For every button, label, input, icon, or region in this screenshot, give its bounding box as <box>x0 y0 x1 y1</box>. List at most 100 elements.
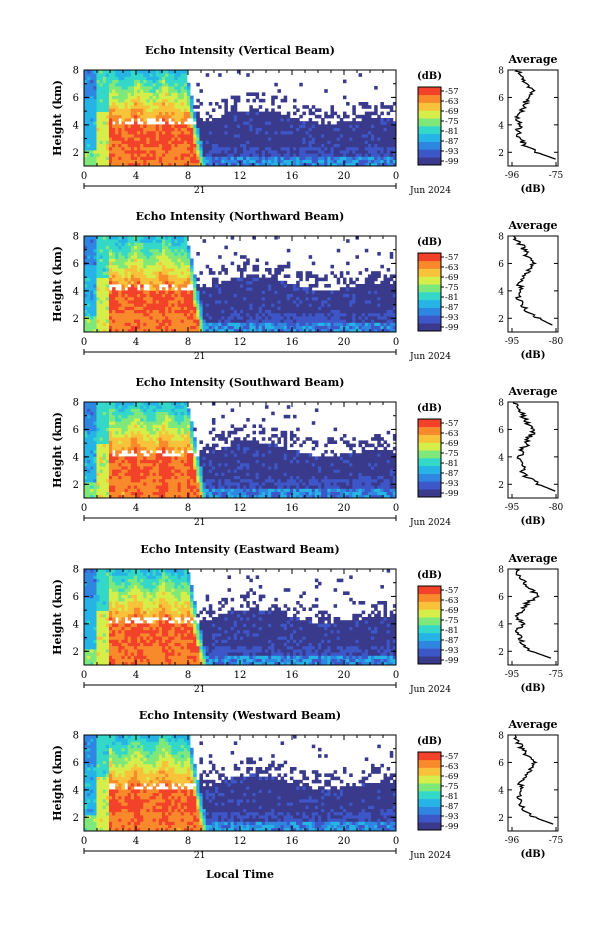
average-profile: Average 2 4 6 8 -95 -75(dB) <box>498 552 563 694</box>
profile-x-tick-label: -95 <box>505 503 520 513</box>
colorbar-tick-label: -87 <box>445 137 459 147</box>
y-tick-label: 8 <box>73 66 79 77</box>
day-label: 21 <box>194 851 205 861</box>
profile-y-tick-label: 4 <box>498 786 504 796</box>
colorbar-tick-label: -69 <box>445 273 459 283</box>
y-tick-label: 8 <box>73 398 79 409</box>
y-tick-label: 6 <box>73 93 79 104</box>
profile-x-label: (dB) <box>521 683 546 694</box>
profile-y-tick-label: 6 <box>498 94 504 104</box>
profile-frame <box>507 734 559 832</box>
x-tick-label: 0 <box>81 337 87 348</box>
x-tick-label: 0 <box>393 337 399 348</box>
colorbar-tick-label: -75 <box>445 782 459 792</box>
profile-x-label: (dB) <box>521 350 546 361</box>
profile-x-label: (dB) <box>521 516 546 527</box>
x-tick-label: 4 <box>133 836 139 847</box>
colorbar-tick-label: -57 <box>445 752 459 762</box>
profile-x-tick-label: -80 <box>549 503 564 513</box>
profile-frame <box>507 568 559 666</box>
x-tick-label: 0 <box>81 503 87 514</box>
x-tick-label: 12 <box>234 503 247 514</box>
profile-frame <box>507 235 559 333</box>
y-axis-label: Height (km) <box>51 579 64 655</box>
profile-line <box>513 734 554 825</box>
colorbar-tick-label: -87 <box>445 636 459 646</box>
profile-y-tick-label: 4 <box>498 287 504 297</box>
colorbar-tick-label: -99 <box>445 157 459 167</box>
y-axis-label: Height (km) <box>51 80 64 156</box>
day-label: 21 <box>194 685 205 695</box>
colorbar: -57-63-69-75-81-87-93-99 <box>417 751 459 832</box>
colorbar-tick-label: -69 <box>445 606 459 616</box>
x-tick-label: 4 <box>133 171 139 182</box>
profile-title: Average <box>507 53 557 66</box>
colorbar-tick-label: -63 <box>445 762 459 772</box>
x-tick-label: 0 <box>393 171 399 182</box>
profile-title: Average <box>507 219 557 232</box>
x-tick-label: 4 <box>133 670 139 681</box>
colorbar-tick-label: -87 <box>445 802 459 812</box>
average-profile: Average 2 4 6 8 -96 -75(dB) <box>498 53 563 195</box>
profile-y-tick-label: 4 <box>498 121 504 131</box>
profile-y-tick-label: 8 <box>498 399 504 409</box>
colorbar-tick-label: -63 <box>445 263 459 273</box>
x-tick-label: 20 <box>338 503 351 514</box>
x-tick-label: 20 <box>338 337 351 348</box>
panel-4: Echo Intensity (Westward Beam) 0 4 8 12 16 20 0… <box>51 709 564 861</box>
date-label: Jun 2024 <box>409 851 451 861</box>
panel-title: Echo Intensity (Eastward Beam) <box>140 543 339 556</box>
heatmap-cells <box>84 735 396 831</box>
heatmap-cells <box>84 70 396 166</box>
colorbar-tick-label: -63 <box>445 429 459 439</box>
profile-frame <box>507 401 559 499</box>
colorbar-tick-label: -81 <box>445 127 459 137</box>
x-tick-label: 4 <box>133 337 139 348</box>
x-tick-label: 16 <box>286 503 299 514</box>
y-tick-label: 8 <box>73 731 79 742</box>
date-label: Jun 2024 <box>409 518 451 528</box>
profile-y-tick-label: 2 <box>498 481 504 491</box>
profile-y-tick-label: 8 <box>498 732 504 742</box>
x-tick-label: 20 <box>338 836 351 847</box>
y-axis-label: Height (km) <box>51 745 64 821</box>
average-profile: Average 2 4 6 8 -96 -75(dB) <box>498 718 563 860</box>
colorbar-tick-label: -69 <box>445 772 459 782</box>
colorbar-tick-label: -87 <box>445 469 459 479</box>
colorbar-tick-label: -57 <box>445 253 459 263</box>
y-tick-label: 2 <box>73 480 79 491</box>
profile-x-tick-label: -80 <box>549 337 564 347</box>
y-tick-label: 4 <box>73 785 79 796</box>
colorbar-label: (dB) <box>417 71 442 82</box>
profile-x-tick-label: -75 <box>549 670 564 680</box>
profile-x-tick-label: -75 <box>549 171 564 181</box>
colorbar-tick-label: -81 <box>445 626 459 636</box>
profile-x-label: (dB) <box>521 184 546 195</box>
heatmap-cells <box>84 402 396 498</box>
y-tick-label: 4 <box>73 286 79 297</box>
profile-y-tick-label: 6 <box>498 759 504 769</box>
profile-title: Average <box>507 385 557 398</box>
x-tick-label: 8 <box>185 171 191 182</box>
x-tick-label: 0 <box>81 670 87 681</box>
panel-title: Echo Intensity (Westward Beam) <box>139 709 341 722</box>
colorbar-tick-label: -81 <box>445 459 459 469</box>
profile-title: Average <box>507 552 557 565</box>
day-label: 21 <box>194 186 205 196</box>
panel-3: Echo Intensity (Eastward Beam) 0 4 8 12 16 20 0… <box>51 543 564 695</box>
panel-0: Echo Intensity (Vertical Beam) 0 4 8 12 16 20 0… <box>51 44 564 196</box>
x-tick-label: 0 <box>393 670 399 681</box>
colorbar-label: (dB) <box>417 237 442 248</box>
colorbar-tick-label: -57 <box>445 419 459 429</box>
colorbar: -57-63-69-75-81-87-93-99 <box>417 86 459 167</box>
profile-y-tick-label: 2 <box>498 149 504 159</box>
y-tick-label: 6 <box>73 425 79 436</box>
profile-y-tick-label: 8 <box>498 566 504 576</box>
profile-line <box>514 568 552 659</box>
profile-line <box>512 235 553 326</box>
colorbar-tick-label: -63 <box>445 97 459 107</box>
average-profile: Average 2 4 6 8 -95 -80(dB) <box>498 219 563 361</box>
colorbar-tick-label: -81 <box>445 293 459 303</box>
x-tick-label: 0 <box>81 171 87 182</box>
